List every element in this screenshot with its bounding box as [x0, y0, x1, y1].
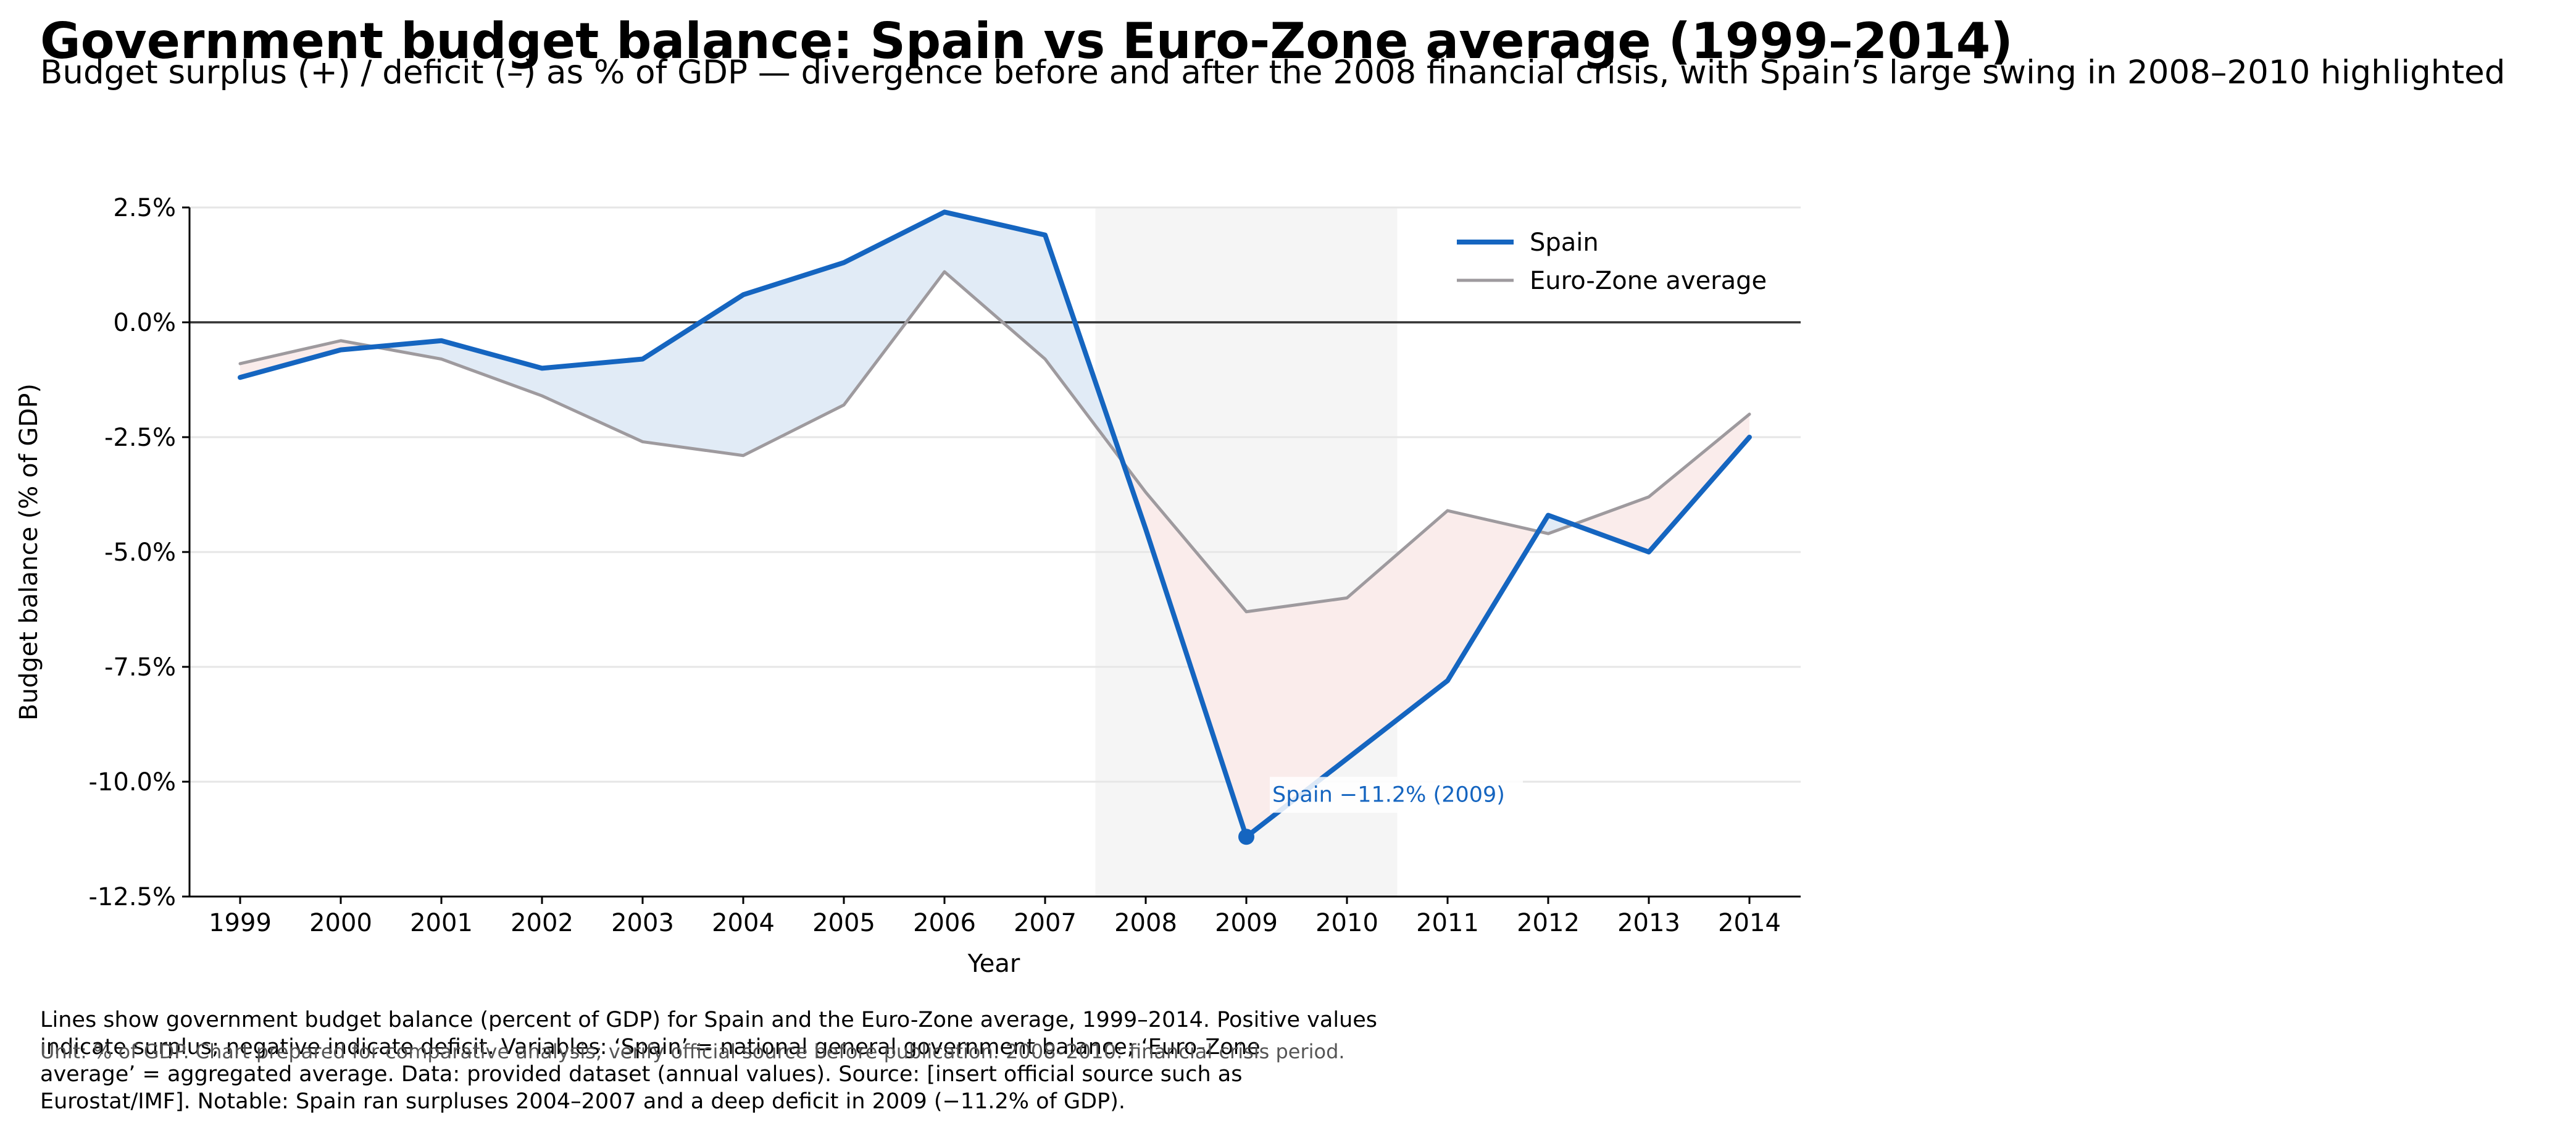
fill-between-segment	[1573, 496, 1649, 552]
y-tick-label: -5.0%	[104, 538, 176, 567]
y-tick-label: 2.5%	[113, 194, 176, 222]
y-tick-label: -2.5%	[104, 424, 176, 452]
x-tick-label: 2000	[309, 909, 372, 937]
caption-line: indicate surplus; negative indicate defi…	[40, 1035, 1261, 1060]
x-tick-label: 2007	[1014, 909, 1077, 937]
caption-line: average’ = aggregated average. Data: pro…	[40, 1062, 1242, 1087]
y-tick-label: -7.5%	[104, 653, 176, 682]
annotation-marker	[1238, 829, 1254, 845]
chart-title: Government budget balance: Spain vs Euro…	[40, 12, 2013, 70]
y-tick-label: -12.5%	[88, 883, 176, 911]
fill-between-segment	[743, 262, 844, 456]
fill-between-segment	[441, 340, 542, 396]
legend-label: Spain	[1530, 228, 1599, 257]
caption: Lines show government budget balance (pe…	[40, 1008, 1377, 1114]
x-axis-label: Year	[967, 950, 1020, 978]
chart-subtitle: Budget surplus (+) / deficit (–) as % of…	[40, 54, 2505, 91]
x-tick-label: 2005	[812, 909, 875, 937]
fill-between-segment	[542, 359, 643, 442]
annotation-label: Spain −11.2% (2009)	[1272, 782, 1505, 807]
footnote: Unit: % of GDP. Chart prepared for compa…	[40, 1040, 1345, 1063]
x-tick-label: 2014	[1718, 909, 1781, 937]
y-axis-label: Budget balance (% of GDP)	[15, 383, 43, 721]
x-tick-label: 2010	[1315, 909, 1378, 937]
fill-between-segment	[643, 295, 743, 456]
fill-between-segment	[1448, 511, 1539, 681]
x-tick-label: 2011	[1416, 909, 1479, 937]
caption-line: Lines show government budget balance (pe…	[40, 1008, 1377, 1032]
plot-area: 2.5% 0.0% -2.5% -5.0% -7.5% -10.0% -12.5% 1999 2…	[88, 194, 1801, 937]
series-line-spain	[238, 209, 1752, 840]
fill-between-segment	[1146, 492, 1246, 837]
series-line-euro-zone-average	[238, 270, 1751, 614]
y-tick-label: -10.0%	[88, 768, 176, 797]
x-tick-label: 1999	[209, 909, 272, 937]
y-tick-label: 0.0%	[113, 309, 176, 337]
x-tick-label: 2006	[913, 909, 976, 937]
x-tick-label: 2003	[611, 909, 674, 937]
x-tick-label: 2004	[712, 909, 775, 937]
fill-between-segment	[1649, 414, 1749, 552]
caption-line: Eurostat/IMF]. Notable: Spain ran surplu…	[40, 1089, 1125, 1114]
legend-label: Euro-Zone average	[1530, 267, 1767, 295]
fill-between-segment	[844, 212, 944, 405]
x-tick-label: 2002	[511, 909, 573, 937]
x-tick-label: 2012	[1517, 909, 1580, 937]
fill-between-segment	[1347, 511, 1448, 759]
x-tick-label: 2001	[410, 909, 473, 937]
annotation-background	[1270, 777, 1523, 813]
x-tick-label: 2009	[1215, 909, 1278, 937]
x-tick-label: 2008	[1114, 909, 1177, 937]
x-tick-label: 2013	[1617, 909, 1680, 937]
